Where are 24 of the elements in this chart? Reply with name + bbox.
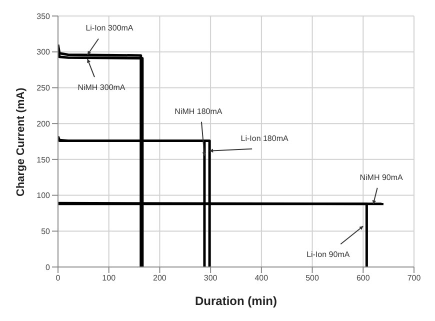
y-tick-label: 150 (36, 155, 51, 164)
y-tick-label: 250 (36, 84, 51, 93)
y-tick-label: 0 (46, 262, 51, 272)
x-tick-label: 300 (204, 274, 218, 283)
x-tick-label: 200 (153, 274, 167, 283)
y-tick-label: 300 (36, 48, 51, 57)
x-tick-label: 100 (102, 274, 116, 283)
y-tick-label: 350 (36, 12, 51, 21)
x-axis-title: Duration (min) (195, 294, 277, 308)
x-tick-label: 500 (306, 274, 320, 283)
annotation: NiMH 90mA (360, 172, 404, 182)
y-tick-label: 100 (36, 191, 51, 200)
annotation: Li-Ion 90mA (306, 250, 350, 260)
annotation: NiMH 180mA (174, 106, 223, 116)
annotation: Li-Ion 300mA (86, 24, 134, 33)
x-tick-label: 0 (56, 274, 61, 283)
annotation: Li-Ion 180mA (240, 134, 290, 143)
y-axis-title: Charge Current (mA) (14, 87, 27, 196)
y-tick-label: 200 (36, 119, 51, 128)
x-tick-label: 600 (356, 274, 370, 283)
y-tick-label: 50 (41, 226, 51, 236)
x-tick-label: 400 (254, 274, 269, 283)
annotation: NiMH 300mA (78, 83, 126, 92)
x-tick-label: 700 (407, 274, 422, 283)
